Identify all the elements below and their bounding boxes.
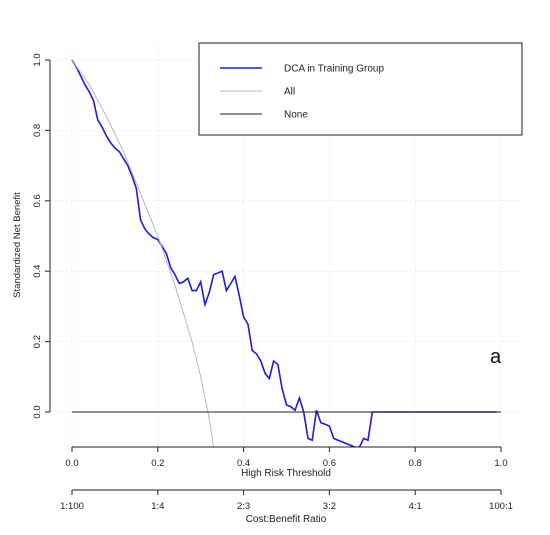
x-tick-label-5: 1.0: [494, 458, 507, 469]
secondary-x-tick-label-2: 2:3: [237, 501, 250, 512]
legend-items: DCA in Training Group All None: [220, 64, 384, 121]
y-tick-label-3: 0.6: [32, 194, 43, 207]
y-axis-label: Standardized Net Benefit: [12, 192, 23, 298]
x-tick-label-3: 0.6: [323, 458, 336, 469]
y-tick-label-1: 0.2: [32, 335, 43, 348]
series-layer: [71, 59, 501, 447]
legend-label-none: None: [284, 110, 308, 121]
x-axis-label: High Risk Threshold: [241, 468, 331, 479]
x-tick-label-2: 0.4: [237, 458, 250, 469]
legend-label-all: All: [284, 87, 295, 98]
x-tick-label-0: 0.0: [65, 458, 78, 469]
y-tick-label-0: 0.0: [32, 405, 43, 418]
y-tick-label-5: 1.0: [32, 53, 43, 66]
secondary-x-tick-label-4: 4:1: [409, 501, 422, 512]
secondary-x-tick-label-0: 1:100: [60, 501, 84, 512]
grid-lines: [50, 43, 520, 447]
series-line-dca-in-training-group: [71, 59, 497, 447]
secondary-x-tick-label-1: 1:4: [151, 501, 164, 512]
y-tick-label-4: 0.8: [32, 124, 43, 137]
legend-label-dca-in-training-group: DCA in Training Group: [284, 64, 384, 75]
secondary-x-tick-label-5: 100:1: [489, 501, 513, 512]
series-line-all: [71, 59, 215, 447]
y-tick-label-2: 0.4: [32, 265, 43, 278]
x-tick-label-1: 0.2: [151, 458, 164, 469]
legend: DCA in Training Group All None: [198, 42, 523, 136]
axes: 0.0 0.2 0.4 0.6 0.8 1.0 0.0 0.2 0.4 0.6 0.8 1.0 1:10…: [32, 53, 513, 512]
x-tick-label-4: 0.8: [409, 458, 422, 469]
secondary-x-tick-label-3: 3:2: [323, 501, 336, 512]
secondary-x-axis-label: Cost:Benefit Ratio: [246, 514, 327, 525]
legend-box: [198, 42, 523, 136]
panel-label: a: [490, 346, 502, 368]
